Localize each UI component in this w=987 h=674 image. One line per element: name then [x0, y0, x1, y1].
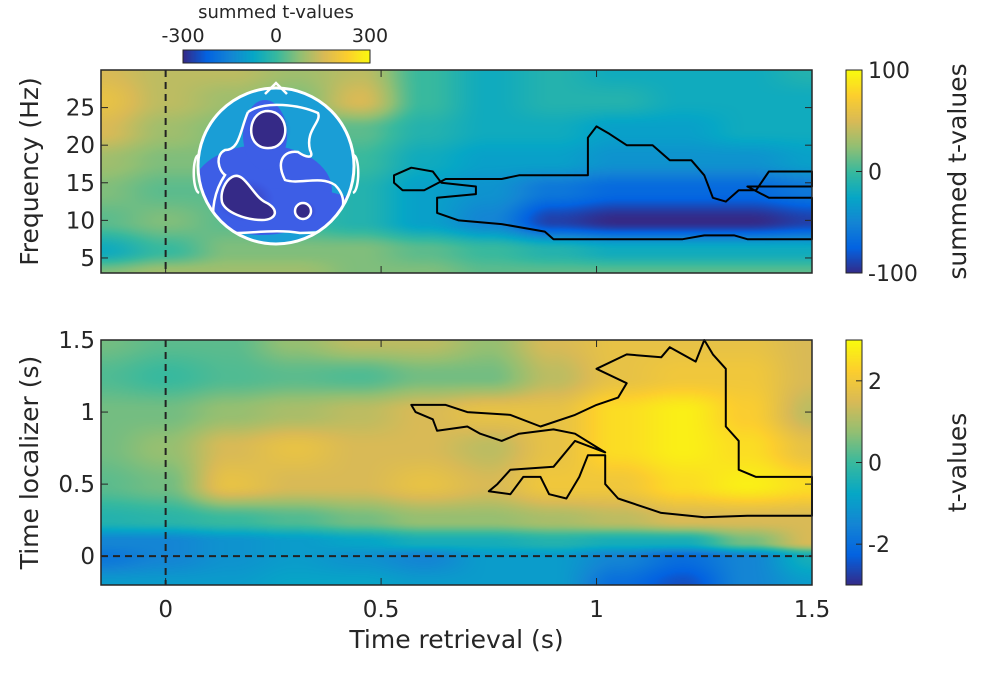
colorbar-label: summed t-values	[943, 63, 972, 279]
y-tick-label: 0.5	[58, 472, 95, 498]
y-tick-label: 15	[66, 171, 95, 197]
inset-colorbar-label: summed t-values	[198, 2, 354, 23]
y-tick-label: 20	[66, 133, 95, 159]
colorbar-tick-label: 0	[868, 161, 882, 186]
y-tick-label: 25	[66, 96, 95, 122]
y-tick-label: 1.5	[58, 328, 95, 354]
cluster-contour	[393, 125, 813, 241]
colorbar-tick-label: 100	[868, 59, 910, 84]
colorbar-tick-label: 0	[868, 452, 882, 477]
y-tick-label: 0	[80, 544, 95, 570]
bottom-colorbar	[846, 340, 862, 585]
colorbar-tick-label: 2	[868, 370, 882, 395]
y-tick-label: 5	[80, 246, 95, 272]
inset-colorbar	[183, 50, 370, 63]
x-tick-label: 0	[158, 597, 173, 623]
axes-frame	[100, 69, 813, 274]
y-axis-label: Frequency (Hz)	[15, 77, 44, 266]
cluster-contour	[410, 339, 813, 519]
inset-colorbar-tick-label: 300	[352, 25, 388, 47]
y-axis-label: Time localizer (s)	[15, 356, 44, 571]
y-tick-label: 10	[66, 208, 95, 234]
time-time-heatmap	[101, 340, 812, 585]
top-colorbar	[846, 70, 862, 273]
topoplot-inset	[192, 81, 360, 246]
x-tick-label: 1	[589, 597, 604, 623]
colorbar-label: t-values	[943, 413, 972, 512]
axes-frame	[100, 339, 813, 586]
x-tick-label: 1.5	[794, 597, 831, 623]
inset-colorbar-tick-label: -300	[161, 25, 204, 47]
y-tick-label: 1	[80, 400, 95, 426]
colorbar-tick-label: -100	[868, 262, 918, 287]
inset-colorbar-frame	[182, 49, 371, 64]
x-tick-label: 0.5	[363, 597, 400, 623]
inset-colorbar-tick-label: 0	[270, 25, 282, 47]
colorbar-tick-label: -2	[868, 533, 890, 558]
x-axis-label: Time retrieval (s)	[348, 625, 563, 654]
